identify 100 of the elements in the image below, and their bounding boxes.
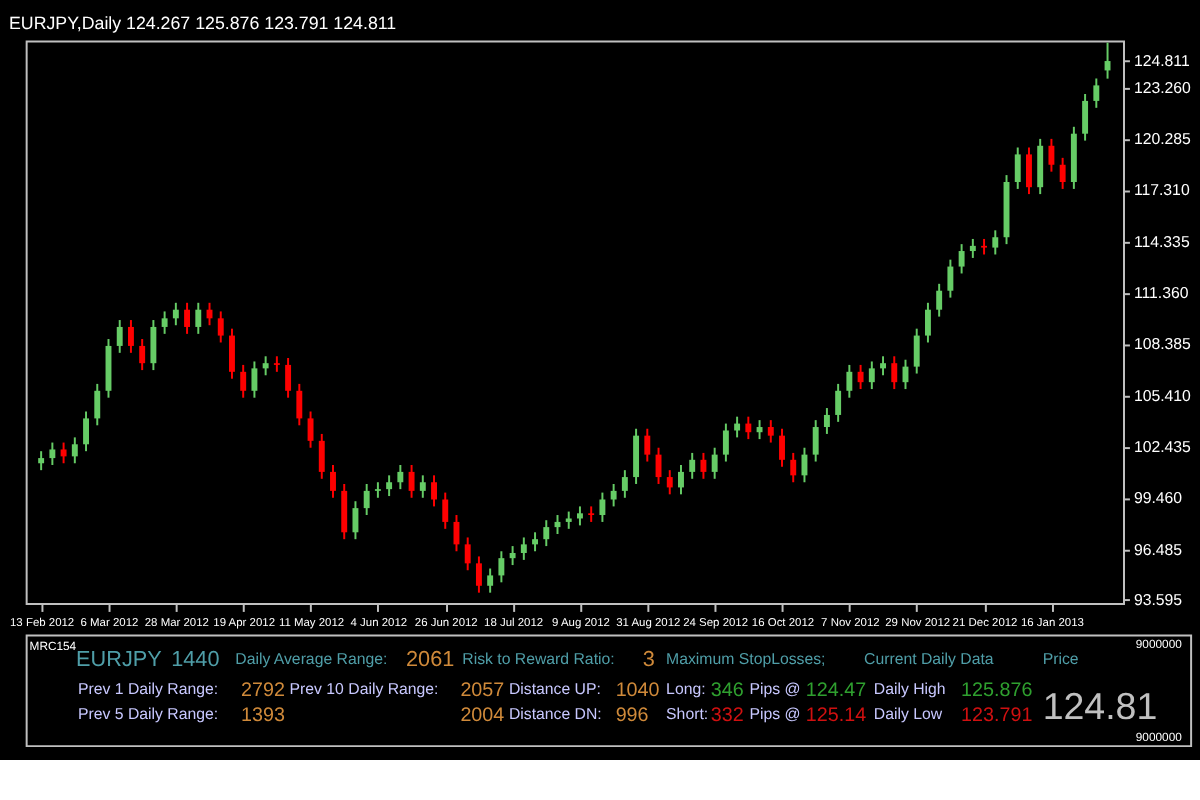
candlestick [532, 531, 539, 553]
candlestick [139, 338, 146, 372]
candlestick [1048, 137, 1055, 173]
y-tick-label: 99.460 [1133, 489, 1184, 508]
candlestick [172, 301, 179, 327]
candlestick [689, 451, 696, 480]
candlestick [307, 410, 314, 449]
candlestick [240, 363, 247, 399]
candlestick [1059, 156, 1066, 190]
candlestick [868, 360, 875, 391]
y-tick-label: 105.410 [1133, 386, 1193, 405]
candlestick [475, 555, 482, 594]
y-tick-label: 96.485 [1133, 540, 1184, 559]
candlestick [71, 436, 78, 465]
candlestick [94, 382, 101, 427]
text: 3 [642, 648, 655, 673]
candlestick [262, 355, 269, 377]
candlestick [509, 545, 516, 567]
y-tick-label: 123.260 [1133, 78, 1193, 97]
candlestick [273, 355, 280, 373]
text: 346 [710, 679, 745, 702]
text: Risk to Reward Ratio: [462, 650, 615, 669]
candlestick [588, 505, 595, 523]
candlestick [49, 441, 56, 466]
candlestick [318, 432, 325, 480]
text: Prev 5 Daily Range: [78, 705, 219, 724]
candlestick [83, 410, 89, 453]
candlestick [161, 310, 168, 335]
candlestick [251, 360, 258, 399]
candlestick [678, 464, 684, 496]
text: Prev 10 Daily Range: [289, 679, 439, 698]
candlestick [958, 243, 965, 275]
text: Pips @ [749, 679, 801, 698]
text: 2004 [460, 705, 506, 728]
candlestick [442, 491, 449, 530]
candlestick [812, 419, 819, 463]
candlestick [543, 519, 550, 548]
text: Long: [666, 679, 706, 698]
candlestick [116, 319, 123, 354]
text: Maximum StopLosses; [666, 650, 826, 669]
candlestick [150, 319, 157, 372]
candlestick [823, 407, 830, 435]
text: 125.876 [961, 679, 1034, 702]
candlestick [621, 469, 628, 499]
text: Daily Average Range: [235, 650, 388, 669]
y-tick-label: 117.310 [1133, 181, 1191, 200]
text: Distance UP: [508, 679, 601, 698]
candlestick [969, 237, 976, 259]
candlestick [431, 474, 437, 508]
text: Short: [666, 705, 709, 724]
candlestick [745, 415, 752, 441]
candlestick [610, 482, 617, 508]
y-tick-label: 102.435 [1133, 438, 1193, 457]
text: 996 [615, 705, 650, 728]
candlestick [767, 419, 774, 444]
candlestick [296, 382, 303, 427]
candlestick [184, 301, 191, 335]
y-tick-label: 111.360 [1133, 284, 1190, 303]
candlestick [352, 500, 359, 541]
candlestick [1082, 93, 1089, 142]
y-tick-label: 114.335 [1133, 232, 1191, 251]
candlestick [498, 550, 505, 584]
candlestick [857, 363, 864, 391]
candlestick [1014, 146, 1021, 190]
text: 124.47 [805, 679, 867, 702]
candlestick [835, 382, 842, 423]
y-tick-label: 120.285 [1133, 130, 1193, 149]
candlestick [633, 427, 640, 485]
candlestick [880, 355, 886, 377]
candlestick [790, 451, 797, 484]
text: 1440 [171, 648, 220, 673]
text: 1393 [241, 705, 286, 728]
candlestick [1093, 77, 1100, 109]
candlestick [464, 536, 471, 572]
candlestick [363, 482, 370, 517]
candlestick [576, 505, 583, 527]
candlestick [285, 357, 292, 399]
candlestick [992, 229, 999, 256]
text: 1040 [615, 679, 661, 702]
candlestick [846, 363, 853, 399]
candlestick [711, 446, 718, 480]
candlestick [341, 482, 348, 541]
text: 124.81 [1042, 685, 1158, 728]
candlestick [700, 451, 707, 480]
text: 2061 [406, 648, 455, 673]
candlestick [374, 481, 381, 499]
candlestick [217, 310, 224, 344]
text: 125.14 [805, 705, 868, 728]
candlestick [1026, 146, 1032, 196]
text: 2792 [241, 679, 285, 702]
candlestick [229, 327, 235, 380]
candlestick [520, 536, 527, 561]
candlestick [127, 319, 134, 354]
candlestick [756, 419, 763, 441]
y-tick-label: 124.811 [1133, 51, 1190, 70]
candlestick [60, 441, 67, 465]
candlestick [891, 355, 898, 391]
text: EURJPY [76, 648, 162, 673]
candlestick [924, 301, 931, 344]
candlestick [330, 464, 336, 499]
